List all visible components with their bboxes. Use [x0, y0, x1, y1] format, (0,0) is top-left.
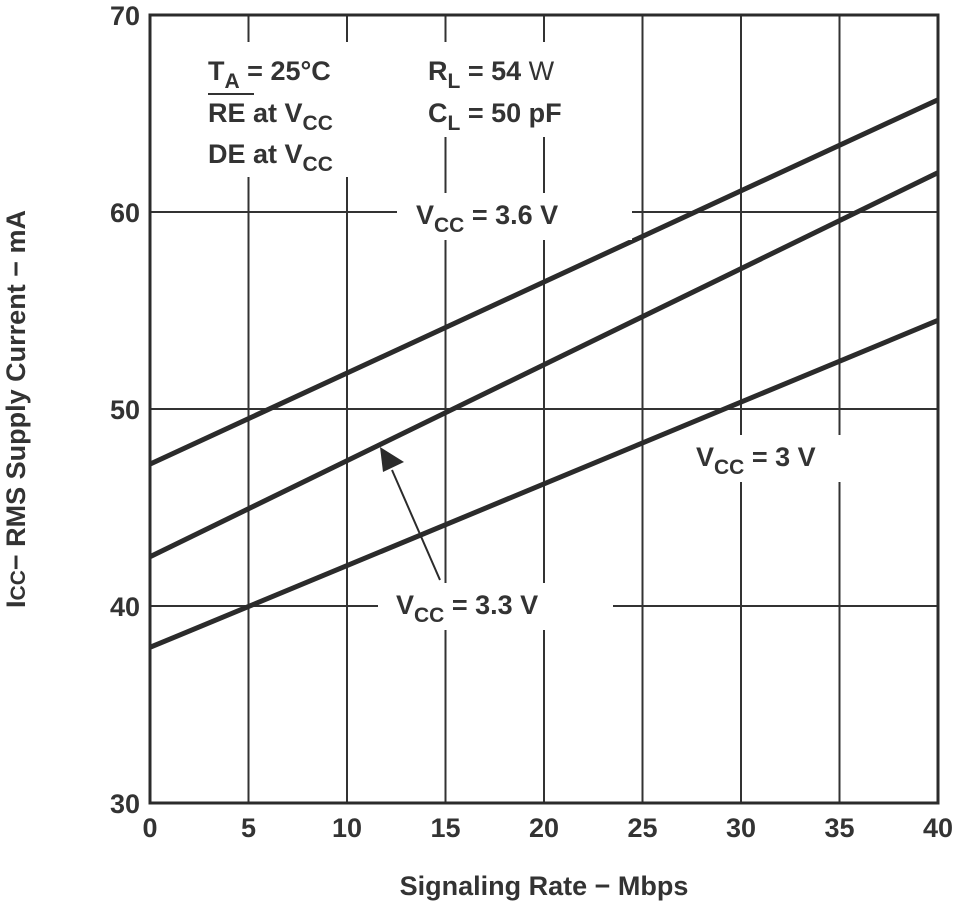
series-label-3.6v: VCC = 3.6 V — [416, 200, 558, 237]
series-label-3v: VCC = 3 V — [696, 442, 816, 479]
x-tick-label: 10 — [332, 813, 362, 843]
series-line — [148, 97, 940, 467]
x-tick-label: 40 — [923, 813, 953, 843]
condition-re: RE at VCC — [208, 98, 333, 135]
y-tick-label: 60 — [110, 198, 140, 228]
y-tick-label: 40 — [110, 592, 140, 622]
series-label-3.3v: VCC = 3.3 V — [396, 590, 538, 627]
label-bg-33 — [378, 583, 613, 630]
series-line — [149, 318, 939, 650]
x-tick-label: 0 — [142, 813, 157, 843]
label-bg-3 — [677, 435, 912, 482]
conditions-bg — [190, 42, 370, 177]
x-tick-label: 15 — [430, 813, 460, 843]
y-tick-label: 70 — [110, 1, 140, 31]
condition-de: DE at VCC — [208, 139, 333, 176]
plot-frame — [148, 13, 940, 805]
conditions-bg-2 — [412, 42, 602, 137]
y-axis-label: ICC− RMS Supply Current − mA — [1, 210, 31, 608]
x-tick-label: 25 — [627, 813, 657, 843]
tick-labels: 0 5 10 15 20 25 30 35 40 30 40 50 60 70 — [110, 1, 953, 843]
x-tick-label: 5 — [241, 813, 256, 843]
y-tick-label: 30 — [110, 789, 140, 819]
series-line — [148, 170, 940, 559]
label-bg-36 — [397, 193, 632, 240]
arrow-head — [380, 447, 404, 472]
x-tick-label: 30 — [726, 813, 756, 843]
x-tick-label: 20 — [529, 813, 559, 843]
series-lines — [148, 97, 940, 650]
condition-rl: RL = 54 W — [428, 56, 555, 93]
x-axis-label: Signaling Rate − Mbps — [400, 871, 689, 901]
condition-cl: CL = 50 pF — [428, 98, 562, 135]
arrow-line — [391, 469, 441, 581]
x-tick-label: 35 — [824, 813, 854, 843]
condition-ta: TA = 25°C — [208, 56, 331, 93]
y-tick-label: 50 — [110, 395, 140, 425]
